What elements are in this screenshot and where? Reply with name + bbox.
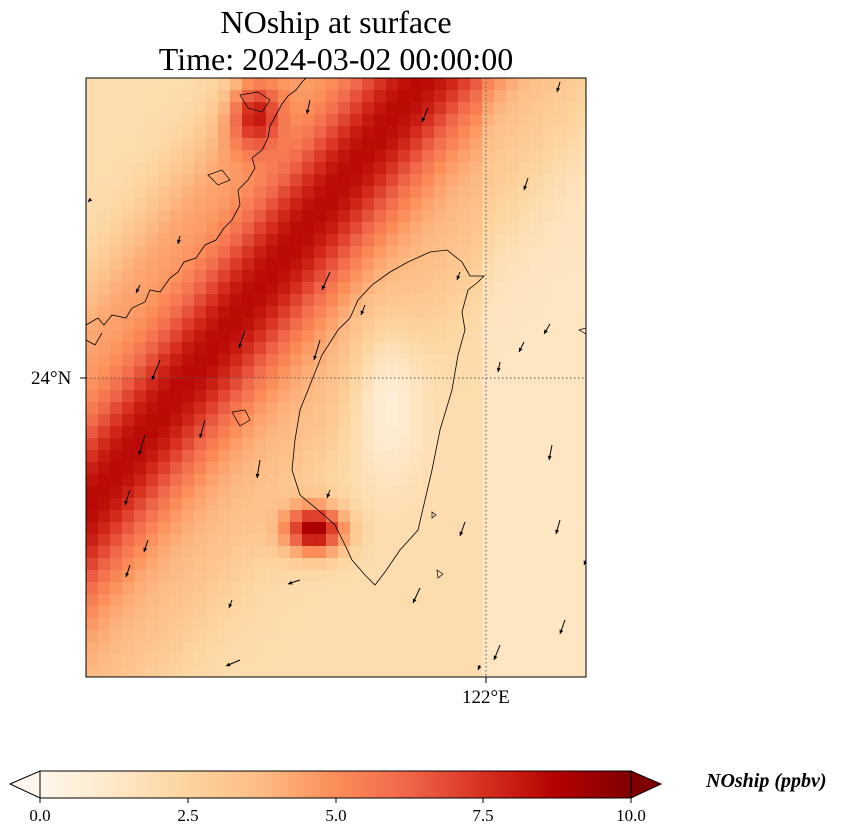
lat-tick-label: 24°N [31, 368, 72, 389]
colorbar-over-arrow [630, 770, 663, 799]
wind-arrow [124, 489, 131, 506]
island-outline [239, 91, 271, 113]
lon-tick-label: 122°E [462, 687, 510, 708]
wind-arrow [518, 341, 525, 353]
wind-arrow [321, 271, 331, 291]
penghu-outline [231, 409, 251, 427]
wind-arrow [523, 177, 529, 191]
colorbar [8, 770, 663, 803]
wind-arrow [459, 521, 466, 537]
concentration-field [86, 78, 586, 677]
wind-arrow [138, 434, 146, 456]
colorbar-gradient [39, 770, 632, 799]
wind-arrow [151, 359, 161, 381]
island-outline [436, 569, 444, 579]
wind-arrow [456, 271, 461, 281]
wind-arrow [287, 579, 301, 585]
wind-arrow [238, 329, 246, 349]
colorbar-tick-label: 10.0 [616, 806, 646, 825]
wind-arrow [313, 339, 321, 361]
wind-arrow [305, 99, 311, 115]
plot-time: Time: 2024-03-02 00:00:00 [158, 41, 514, 77]
wind-arrow [225, 659, 241, 667]
island-outline [431, 511, 437, 519]
wind-arrow [555, 519, 561, 535]
wind-arrow [177, 235, 181, 245]
wind-arrow [493, 644, 501, 661]
wind-vectors [87, 81, 586, 671]
wind-arrow [412, 587, 421, 604]
colorbar-tick-label: 0.0 [29, 806, 51, 825]
colorbar-label: NOship (ppbv) [706, 770, 827, 792]
colorbar-tick-label: 2.5 [177, 806, 199, 825]
wind-arrow [547, 444, 553, 461]
wind-arrow [496, 361, 501, 373]
colorbar-tick-label: 7.5 [472, 806, 494, 825]
wind-arrow [199, 419, 206, 439]
wind-arrow [255, 459, 261, 479]
island-outline [207, 169, 231, 186]
island-outline [578, 327, 586, 335]
wind-arrow [421, 107, 429, 123]
wind-arrow [326, 489, 331, 499]
map-panel [80, 77, 587, 683]
colorbar-under-arrow [8, 770, 41, 799]
wind-arrow [543, 323, 551, 335]
wind-arrow [125, 564, 131, 578]
wind-arrow [135, 284, 141, 294]
wind-arrow [143, 539, 149, 553]
coast-detail [86, 332, 103, 346]
wind-arrow [228, 599, 233, 609]
colorbar-tick-label: 5.0 [325, 806, 347, 825]
wind-arrow [87, 197, 93, 203]
wind-arrow [360, 304, 366, 316]
china-coastline [86, 78, 307, 326]
wind-arrow [559, 619, 566, 635]
wind-arrow [477, 664, 482, 671]
wind-arrow [556, 81, 561, 93]
taiwan-coastline [291, 249, 485, 586]
plot-title: NOship at surface [220, 4, 452, 40]
